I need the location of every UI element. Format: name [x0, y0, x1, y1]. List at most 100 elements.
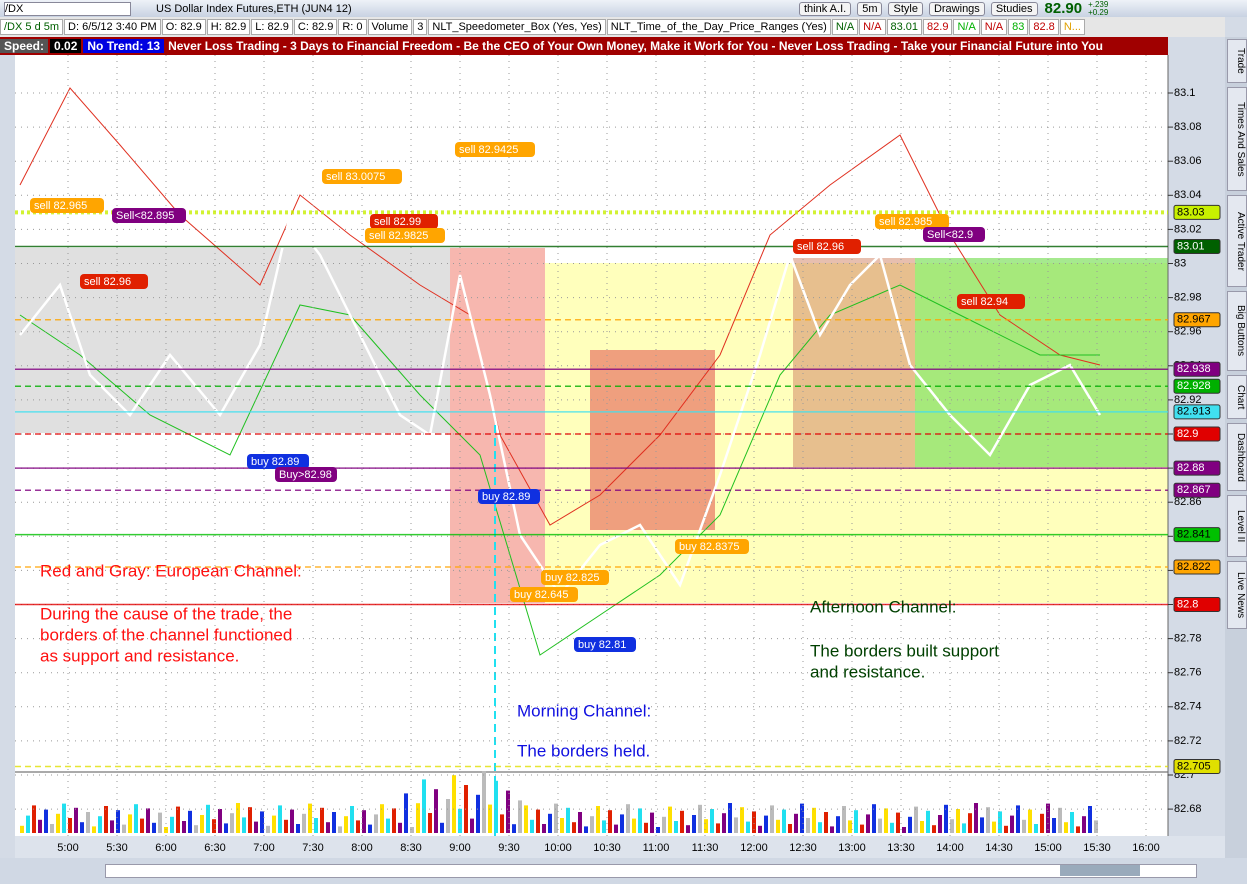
volume-bar: [488, 804, 492, 833]
volume-bar: [710, 809, 714, 833]
volume-bar: [764, 815, 768, 833]
price-tag-label: 82.867: [1177, 484, 1211, 496]
price-tag: [1173, 204, 1221, 220]
toolbar: think A.I. 5m Style Drawings Studies: [796, 1, 1041, 16]
y-tick-label: 82.78: [1174, 633, 1202, 645]
volume-bar: [572, 822, 576, 833]
volume-bar: [1052, 818, 1056, 833]
volume-bar: [206, 804, 210, 833]
info-item: H: 82.9: [206, 19, 251, 35]
volume-bar: [374, 814, 378, 833]
volume-bar: [530, 819, 534, 833]
side-tab[interactable]: Live News: [1227, 561, 1247, 629]
volume-bar: [566, 807, 570, 833]
volume-bar: [326, 822, 330, 833]
info-item: N/A: [831, 19, 859, 35]
toolbar-button[interactable]: Style: [888, 1, 923, 16]
x-tick-label: 11:00: [643, 842, 670, 854]
volume-bar: [158, 812, 162, 833]
y-tick-label: 83.06: [1174, 155, 1202, 167]
side-tab[interactable]: Times And Sales: [1227, 87, 1247, 191]
trade-label: buy 82.645: [514, 589, 568, 601]
chart: 83.183.0883.0683.0483.028382.9882.9682.9…: [15, 55, 1225, 858]
x-tick-label: 15:00: [1034, 842, 1062, 854]
volume-bar: [542, 824, 546, 833]
volume-bar: [218, 809, 222, 833]
x-tick-label: 8:30: [400, 842, 421, 854]
volume-bar: [1010, 815, 1014, 833]
volume-bar: [752, 811, 756, 833]
volume-bar: [32, 805, 36, 833]
volume-bar: [434, 789, 438, 833]
trade-label: sell 82.99: [374, 216, 421, 228]
price-tag-label: 83.03: [1177, 206, 1205, 218]
side-tab[interactable]: Active Trader: [1227, 195, 1247, 287]
scroll-thumb[interactable]: [1060, 865, 1140, 876]
info-item: Volume: [367, 19, 413, 35]
y-tick-label: 82.96: [1174, 326, 1202, 338]
symbol-box[interactable]: /DX: [4, 1, 131, 16]
side-tab[interactable]: Big Buttons: [1227, 291, 1247, 371]
volume-bar: [38, 819, 42, 833]
volume-bar: [344, 816, 348, 833]
x-tick-label: 5:00: [57, 842, 78, 854]
european-channel: [15, 248, 450, 433]
volume-bar: [884, 808, 888, 833]
volume-bar: [458, 808, 462, 833]
price-tag-label: 82.88: [1177, 462, 1205, 474]
y-tick-label: 82.98: [1174, 292, 1202, 304]
volume-bar: [482, 771, 486, 833]
scroll-track[interactable]: [105, 864, 1197, 878]
volume-bar: [578, 812, 582, 833]
price-tag: [1173, 527, 1221, 543]
toolbar-button[interactable]: Drawings: [928, 1, 985, 16]
volume-bar: [758, 825, 762, 833]
annotation: and resistance.: [810, 662, 925, 681]
volume-bar: [1076, 826, 1080, 833]
trade-label: sell 83.0075: [326, 171, 385, 183]
volume-bar: [560, 818, 564, 833]
ticker-bar: Speed: 0.02 No Trend: 13 Never Loss Trad…: [0, 37, 1168, 55]
volume-bar: [50, 824, 54, 833]
toolbar-button[interactable]: Studies: [990, 1, 1038, 16]
y-tick-label: 83.04: [1174, 189, 1202, 201]
volume-bar: [968, 813, 972, 833]
volume-bar: [896, 812, 900, 833]
toolbar-button[interactable]: 5m: [857, 1, 883, 16]
last-price: 82.90: [1044, 0, 1083, 17]
volume-bar: [308, 803, 312, 833]
side-tab[interactable]: Level II: [1227, 495, 1247, 557]
volume-bar: [416, 803, 420, 833]
volume-bar: [650, 812, 654, 833]
price-tag-label: 82.913: [1177, 406, 1211, 418]
scroll-bar: [0, 858, 1247, 884]
volume-bar: [836, 816, 840, 833]
volume-bar: [1004, 825, 1008, 833]
x-tick-label: 7:30: [302, 842, 323, 854]
trade-label: Sell<82.895: [116, 210, 174, 222]
side-tab[interactable]: Dashboard: [1227, 423, 1247, 491]
volume-bar: [296, 824, 300, 833]
trade-label-bg: [574, 637, 636, 652]
side-tab[interactable]: Chart: [1227, 375, 1247, 419]
volume-bar: [536, 809, 540, 833]
volume-bar: [506, 790, 510, 833]
speed-label: Speed:: [0, 39, 49, 53]
trend: No Trend: 13: [83, 39, 165, 53]
volume-bar: [242, 817, 246, 833]
volume-bar: [944, 804, 948, 833]
info-bar: /DX 5 d 5m D: 6/5/12 3:40 PM O: 82.9 H: 82.…: [0, 17, 1225, 37]
price-tag-label: 83.01: [1177, 240, 1205, 252]
volume-bar: [212, 819, 216, 833]
ticker-message: Never Loss Trading - 3 Days to Financial…: [168, 39, 1103, 53]
side-tab[interactable]: Trade: [1227, 39, 1247, 83]
trade-label-bg: [923, 227, 985, 242]
volume-bar: [422, 779, 426, 833]
volume-bar: [110, 820, 114, 833]
trade-label-bg: [478, 489, 540, 504]
x-tick-label: 7:00: [253, 842, 274, 854]
volume-bar: [284, 819, 288, 833]
volume-bar: [278, 805, 282, 833]
volume-bar: [938, 815, 942, 833]
toolbar-button[interactable]: think A.I.: [799, 1, 852, 16]
